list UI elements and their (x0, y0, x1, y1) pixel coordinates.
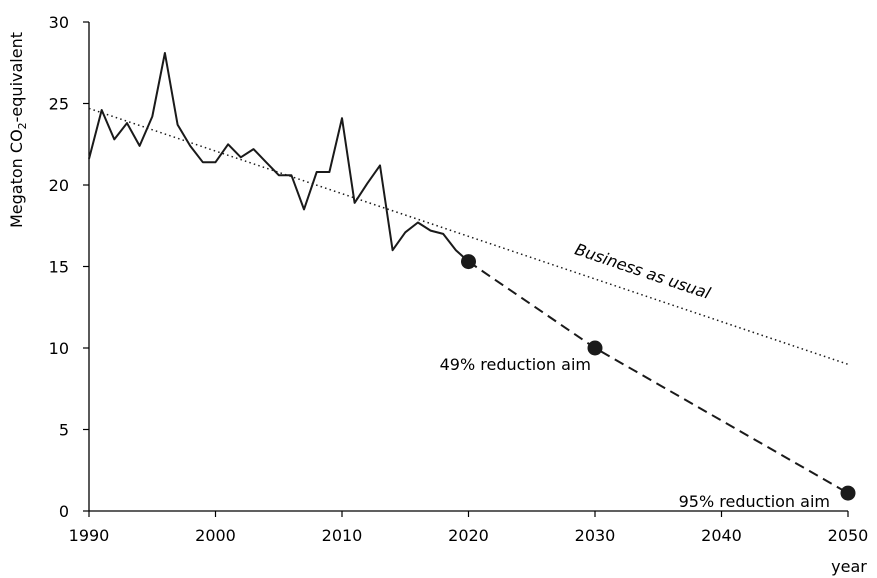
x-axis-label: year (831, 557, 867, 576)
business-as-usual-line (88, 107, 849, 366)
y-axis-label-sub: 2 (16, 122, 29, 129)
series-layer (88, 52, 856, 501)
x-tick-label: 2030 (575, 526, 616, 545)
y-axis-label: Megaton CO2-equivalent (7, 32, 29, 228)
reduction-49-label: 49% reduction aim (440, 355, 591, 374)
x-tick-label: 1990 (69, 526, 110, 545)
business-as-usual-label: Business as usual (572, 240, 713, 303)
y-tick-label: 30 (49, 13, 69, 32)
y-tick-label: 0 (59, 502, 69, 521)
reduction-target-line (467, 260, 849, 494)
reduction-95-label: 95% reduction aim (679, 492, 830, 511)
y-axis-label-tail: -equivalent (7, 32, 26, 122)
y-tick-labels: 0 5 10 15 20 25 30 (49, 13, 89, 521)
historical-emissions-line (88, 52, 470, 263)
target-marker (840, 485, 856, 501)
x-tick-label: 2050 (828, 526, 869, 545)
x-tick-label: 2000 (195, 526, 236, 545)
x-tick-label: 2040 (701, 526, 742, 545)
target-marker (587, 340, 603, 356)
y-tick-label: 20 (49, 176, 69, 195)
y-tick-label: 25 (49, 95, 69, 114)
target-marker (461, 254, 476, 270)
y-tick-label: 10 (49, 339, 69, 358)
y-tick-label: 5 (59, 421, 69, 440)
x-tick-label: 2010 (322, 526, 363, 545)
y-axis-label-main: Megaton CO (7, 129, 26, 228)
y-tick-label: 15 (49, 258, 69, 277)
x-tick-label: 2020 (448, 526, 489, 545)
x-tick-labels: 1990 2000 2010 2020 2030 2040 2050 (69, 511, 869, 545)
annotations: Business as usual 49% reduction aim 95% re… (440, 240, 830, 511)
